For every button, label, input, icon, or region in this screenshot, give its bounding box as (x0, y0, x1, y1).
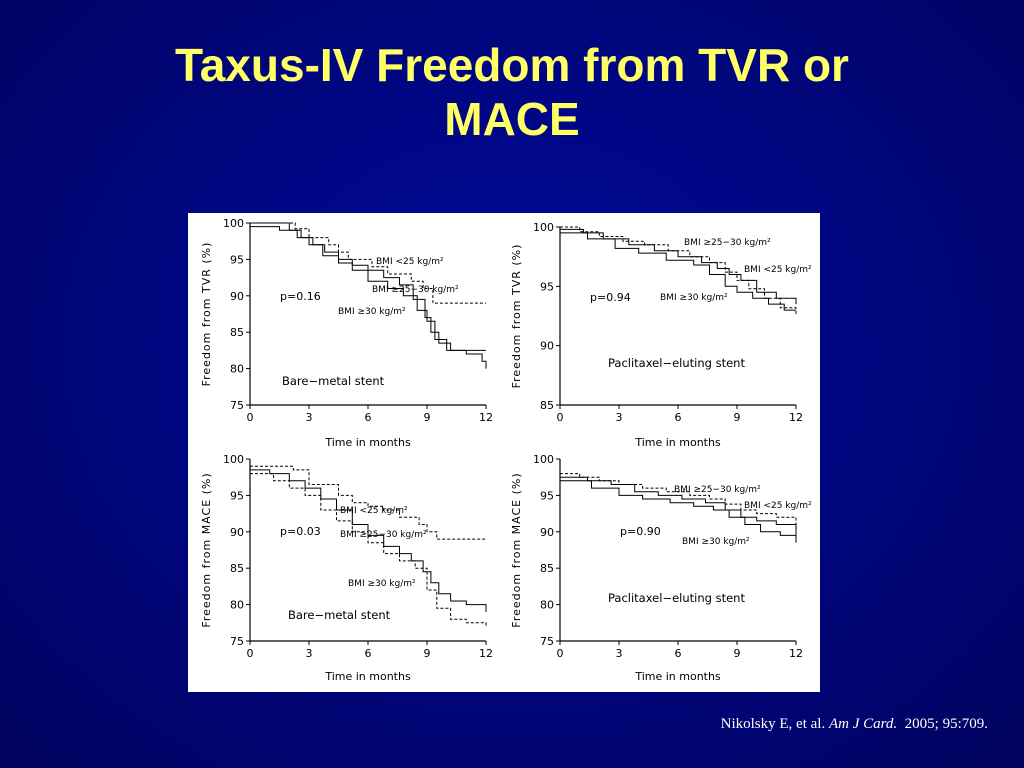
y-tick-label: 80 (230, 599, 244, 612)
citation: Nikolsky E, et al. Am J Card. 2005; 95:7… (0, 716, 988, 733)
x-tick-label: 3 (306, 411, 313, 424)
x-axis-label: Time in months (634, 436, 721, 449)
km-panel-2: 85 90 95 100 0 3 6 9 12 Freedom from TVR (%) Time … (510, 221, 812, 449)
x-tick-label: 0 (557, 647, 564, 660)
slide-title-line1: Taxus-IV Freedom from TVR or (175, 39, 849, 91)
citation-details: 2005; 95:709. (904, 716, 988, 732)
y-tick-label: 95 (230, 489, 244, 502)
series-annotation-1: BMI ≥25−30 kg/m² (674, 485, 761, 495)
x-tick-label: 9 (734, 411, 741, 424)
y-tick-label: 75 (230, 635, 244, 648)
x-tick-label: 6 (365, 647, 372, 660)
y-tick-label: 95 (540, 280, 554, 293)
y-tick-label: 75 (230, 399, 244, 412)
series-line-2 (560, 476, 797, 536)
series-line-3 (560, 232, 796, 311)
y-tick-label: 85 (540, 562, 554, 575)
km-panel-4: 75 80 85 90 95 100 0 3 6 9 12 Freedom from MACE (%)… (510, 453, 812, 683)
y-tick-label: 90 (230, 290, 244, 303)
y-tick-label: 95 (230, 253, 244, 266)
x-tick-label: 0 (247, 647, 254, 660)
series-line-1 (250, 222, 486, 304)
y-tick-label: 85 (230, 326, 244, 339)
series-annotation-2: BMI ≥25−30 kg/m² (372, 285, 459, 295)
y-tick-label: 100 (223, 453, 244, 466)
series-line-3 (560, 480, 797, 543)
series-line-1 (250, 465, 486, 540)
x-tick-label: 12 (479, 647, 493, 660)
p-value-label: p=0.90 (620, 525, 661, 538)
series-annotation-2: BMI <25 kg/m² (744, 501, 812, 511)
y-tick-label: 90 (540, 340, 554, 353)
x-tick-label: 9 (734, 647, 741, 660)
series-line-1 (560, 226, 797, 316)
series-annotation-2: BMI <25 kg/m² (744, 265, 812, 275)
y-tick-label: 90 (230, 526, 244, 539)
p-value-label: p=0.16 (280, 290, 321, 303)
citation-journal: Am J Card. (828, 716, 898, 732)
series-annotation-3: BMI ≥30 kg/m² (348, 579, 416, 589)
y-tick-label: 80 (230, 363, 244, 376)
x-tick-label: 12 (479, 411, 493, 424)
series-annotation-3: BMI ≥30 kg/m² (660, 293, 728, 303)
x-axis-label: Time in months (634, 670, 721, 683)
panel-label: Paclitaxel−eluting stent (608, 591, 745, 605)
series-annotation-1: BMI <25 kg/m² (340, 506, 408, 516)
y-tick-label: 100 (533, 221, 554, 234)
series-line-3 (250, 473, 487, 627)
panel-label: Bare−metal stent (288, 608, 391, 622)
series-annotation-1: BMI ≥25−30 kg/m² (684, 238, 771, 248)
slide-title: Taxus-IV Freedom from TVR or MACE (0, 38, 1024, 146)
y-tick-label: 85 (230, 562, 244, 575)
panel-label: Bare−metal stent (282, 374, 385, 388)
x-tick-label: 0 (247, 411, 254, 424)
y-axis-label: Freedom from TVR (%) (510, 244, 523, 389)
panel-label: Paclitaxel−eluting stent (608, 356, 745, 370)
kaplan-meier-figure: 75 80 85 90 95 100 0 3 6 9 12 Freedom from TVR (%) T… (188, 213, 820, 692)
x-tick-label: 0 (557, 411, 564, 424)
y-tick-label: 100 (533, 453, 554, 466)
y-tick-label: 95 (540, 489, 554, 502)
y-tick-label: 85 (540, 399, 554, 412)
x-tick-label: 3 (616, 411, 623, 424)
series-line-3 (250, 226, 487, 369)
km-panel-1: 75 80 85 90 95 100 0 3 6 9 12 Freedom from TVR (%) T… (200, 217, 493, 449)
y-axis-label: Freedom from TVR (%) (200, 242, 213, 387)
km-panel-3: 75 80 85 90 95 100 0 3 6 9 12 Freedom from MACE (%)… (200, 453, 493, 683)
x-axis-label: Time in months (324, 670, 411, 683)
p-value-label: p=0.03 (280, 525, 321, 538)
y-tick-label: 80 (540, 599, 554, 612)
x-tick-label: 6 (675, 411, 682, 424)
series-line-2 (250, 222, 486, 351)
x-tick-label: 6 (675, 647, 682, 660)
x-tick-label: 3 (306, 647, 313, 660)
series-annotation-1: BMI <25 kg/m² (376, 257, 444, 267)
p-value-label: p=0.94 (590, 291, 631, 304)
x-axis-label: Time in months (324, 436, 411, 449)
y-tick-label: 100 (223, 217, 244, 230)
x-tick-label: 12 (789, 647, 803, 660)
x-tick-label: 9 (424, 411, 431, 424)
y-tick-label: 75 (540, 635, 554, 648)
citation-authors: Nikolsky E, et al. (720, 716, 826, 732)
y-tick-label: 90 (540, 526, 554, 539)
series-annotation-3: BMI ≥30 kg/m² (682, 537, 750, 547)
y-axis-label: Freedom from MACE (%) (200, 472, 213, 627)
series-annotation-3: BMI ≥30 kg/m² (338, 307, 406, 317)
x-tick-label: 6 (365, 411, 372, 424)
x-tick-label: 12 (789, 411, 803, 424)
x-tick-label: 3 (616, 647, 623, 660)
x-tick-label: 9 (424, 647, 431, 660)
y-axis-label: Freedom from MACE (%) (510, 472, 523, 627)
series-annotation-2: BMI ≥25−30 kg/m² (340, 530, 427, 540)
slide-title-line2: MACE (444, 93, 580, 145)
